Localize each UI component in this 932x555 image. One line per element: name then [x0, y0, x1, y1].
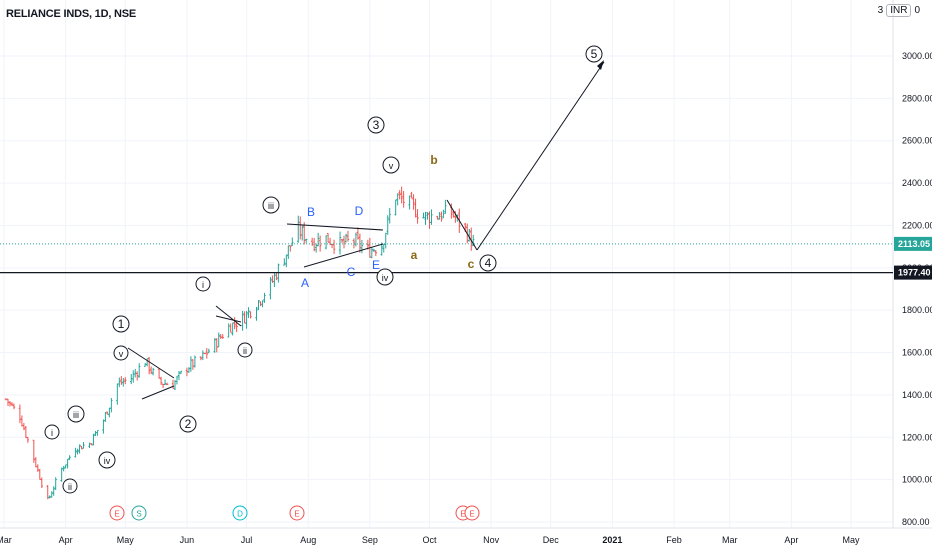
wave-label-circle[interactable]: [112, 315, 130, 333]
level-tag: [894, 265, 932, 280]
x-tick-label: Jul: [241, 535, 253, 545]
wave-label-circle[interactable]: [237, 342, 253, 358]
wave-label: 3: [373, 118, 380, 132]
y-tick-label: 2600.00: [902, 136, 932, 146]
y-tick-label: 1600.00: [902, 348, 932, 358]
event-marker[interactable]: [131, 505, 147, 521]
wave-label-circle[interactable]: [98, 451, 116, 469]
currency-badge[interactable]: 3 INR 0: [877, 4, 920, 17]
wave-label: 1: [118, 317, 125, 331]
wave-label: v: [389, 161, 394, 171]
event-marker-label: E: [114, 510, 119, 519]
x-tick-label: 2021: [602, 535, 622, 545]
x-tick-label: Mar: [0, 535, 12, 545]
corrective-label-blue: E: [372, 258, 380, 272]
x-tick-label: Mar: [722, 535, 738, 545]
y-tick-label: 1000.00: [902, 475, 932, 485]
event-marker-label: S: [136, 510, 141, 519]
trendline[interactable]: [303, 243, 384, 268]
wave-label-circle[interactable]: [67, 405, 85, 423]
x-tick-label: Sep: [362, 535, 378, 545]
x-tick-label: Dec: [543, 535, 560, 545]
event-marker[interactable]: [109, 505, 125, 521]
wave-label: iii: [268, 201, 274, 211]
corrective-label-brown: c: [468, 257, 475, 271]
event-marker[interactable]: [289, 505, 305, 521]
symbol-title: RELIANCE INDS, 1D, NSE: [6, 8, 137, 20]
trendline[interactable]: [476, 61, 605, 251]
y-tick-label: 3000.00: [902, 51, 932, 61]
x-tick-label: Nov: [483, 535, 500, 545]
event-marker-label: D: [237, 510, 243, 519]
trendline[interactable]: [127, 347, 175, 379]
trendline[interactable]: [215, 305, 242, 327]
trendline[interactable]: [141, 385, 175, 400]
last-price-tag: [894, 236, 932, 251]
wave-label-circle[interactable]: [262, 196, 280, 214]
arrowhead: [597, 60, 604, 70]
x-tick-label: Aug: [300, 535, 316, 545]
x-tick-label: Jun: [180, 535, 195, 545]
corrective-label-blue: C: [347, 265, 356, 279]
wave-label-circle[interactable]: [367, 116, 385, 134]
y-tick-label: 1800.00: [902, 305, 932, 315]
last-price-label: 2113.05: [898, 239, 930, 249]
wave-label: ii: [243, 346, 247, 356]
event-marker-label: E: [469, 510, 474, 519]
wave-label: 4: [485, 256, 492, 270]
corrective-label-blue: A: [301, 276, 309, 290]
wave-label-circle[interactable]: [44, 424, 60, 440]
y-tick-label: 1400.00: [902, 390, 932, 400]
x-tick-label: May: [117, 535, 135, 545]
wave-label-circle[interactable]: [62, 478, 78, 494]
x-tick-label: Oct: [422, 535, 437, 545]
wave-label: i: [202, 280, 204, 290]
event-marker[interactable]: [232, 505, 248, 521]
trendline[interactable]: [215, 315, 242, 323]
trendline[interactable]: [286, 223, 384, 231]
x-tick-label: Apr: [784, 535, 798, 545]
x-tick-label: May: [842, 535, 860, 545]
level-label: 1977.40: [898, 268, 931, 278]
wave-label: i: [51, 428, 53, 438]
x-tick-label: Feb: [666, 535, 682, 545]
badge-left: 3: [877, 5, 884, 16]
wave-label: 2: [185, 417, 192, 431]
event-marker[interactable]: [464, 505, 480, 521]
wave-label: iii: [73, 410, 79, 420]
wave-label-circle[interactable]: [376, 268, 394, 286]
y-tick-label: 1200.00: [902, 432, 932, 442]
wave-label-circle[interactable]: [113, 345, 129, 361]
wave-label: iv: [382, 273, 389, 283]
wave-label-circle[interactable]: [179, 415, 197, 433]
y-tick-label: 2800.00: [902, 93, 932, 103]
event-marker-label: E: [294, 510, 299, 519]
wave-label-circle[interactable]: [479, 254, 497, 272]
wave-label: 5: [591, 47, 598, 61]
corrective-label-blue: B: [307, 205, 315, 219]
wave-label: ii: [68, 482, 72, 492]
trendline[interactable]: [446, 199, 478, 251]
wave-label-circle[interactable]: [195, 276, 211, 292]
x-tick-label: Apr: [59, 535, 73, 545]
y-tick-label: 800.00: [902, 517, 930, 527]
y-tick-label: 2400.00: [902, 178, 932, 188]
corrective-label-brown: b: [430, 153, 437, 167]
wave-label: v: [119, 349, 124, 359]
corrective-label-blue: D: [355, 204, 364, 218]
event-marker-label: E: [460, 510, 465, 519]
wave-label: iv: [104, 456, 111, 466]
badge-right: 0: [914, 5, 920, 16]
corrective-label-brown: a: [411, 248, 418, 262]
y-tick-label: 2200.00: [902, 220, 932, 230]
wave-label-circle[interactable]: [382, 156, 400, 174]
wave-label-circle[interactable]: [585, 45, 603, 63]
currency-label[interactable]: INR: [886, 4, 912, 17]
